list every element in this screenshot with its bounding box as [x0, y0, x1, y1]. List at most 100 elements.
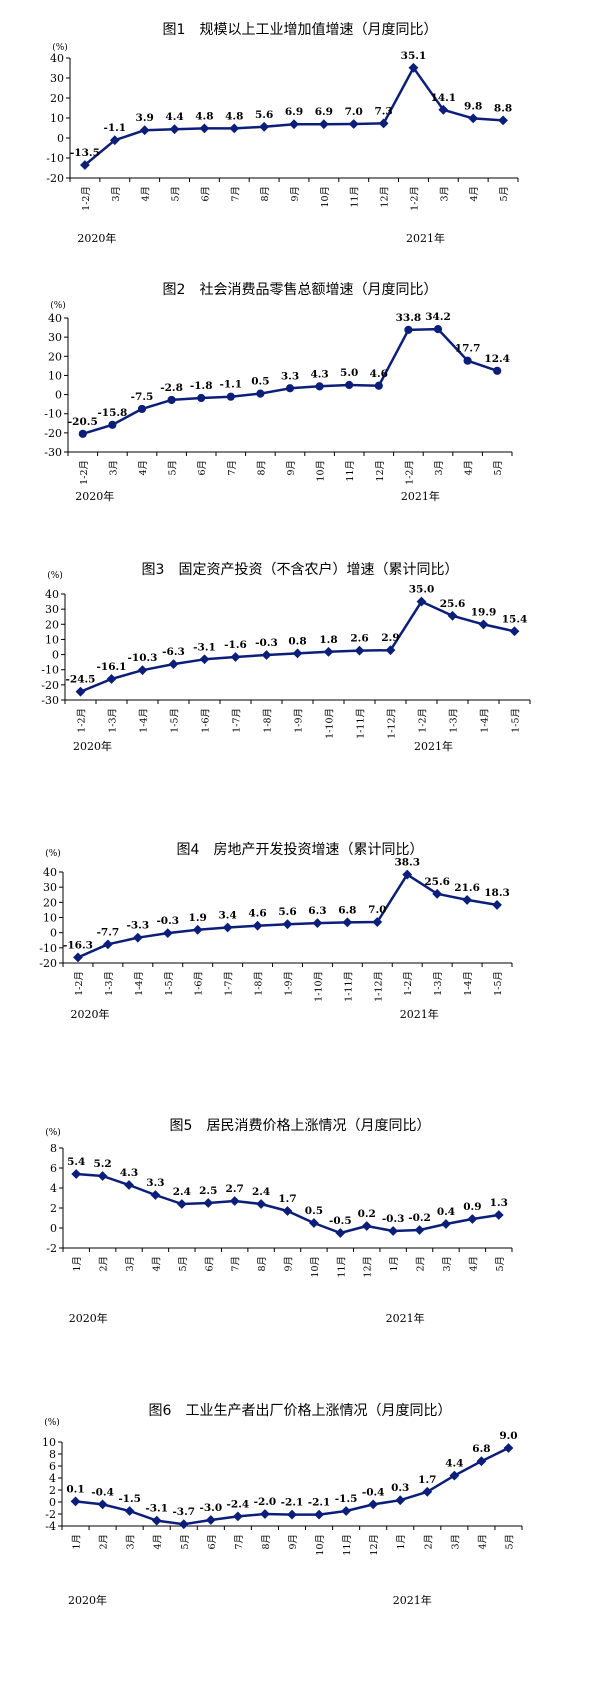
data-point [354, 645, 365, 656]
data-point [205, 1515, 216, 1525]
data-label: 3.9 [136, 112, 154, 124]
y-unit-label: (%) [50, 300, 66, 311]
data-point [176, 1199, 187, 1209]
y-tick-label: -4 [45, 1520, 56, 1533]
data-point [292, 648, 303, 659]
chart-title: 图3 固定资产投资（不含农户）增速（累计同比） [142, 561, 459, 578]
year-label: 2020年 [68, 1593, 107, 1607]
data-point [199, 654, 210, 665]
year-label: 2021年 [400, 1007, 439, 1021]
data-point [374, 381, 383, 390]
x-tick-label: 5月 [499, 186, 510, 202]
data-point [433, 325, 443, 334]
data-point [106, 674, 117, 684]
data-label: 5.0 [340, 367, 358, 379]
x-tick-label: 1月 [389, 1256, 400, 1272]
x-tick-label: 12月 [363, 1256, 374, 1278]
data-point [229, 123, 240, 134]
x-tick-label: 1-2月 [403, 971, 414, 996]
data-point [150, 1190, 161, 1200]
data-label: -7.7 [97, 926, 120, 938]
data-label: 6.8 [338, 904, 356, 916]
y-tick-label: 0 [49, 1496, 56, 1509]
data-point [109, 135, 120, 146]
year-label: 2020年 [77, 231, 116, 245]
data-label: 0.5 [305, 1205, 323, 1217]
data-label: -2.0 [254, 1496, 277, 1508]
y-tick-label: -2 [45, 1508, 56, 1521]
data-label: 15.4 [502, 613, 528, 625]
x-tick-label: 12月 [369, 1534, 380, 1556]
data-label: 0.9 [463, 1201, 481, 1213]
data-label: 3.3 [146, 1177, 164, 1189]
y-tick-label: 2 [50, 1202, 57, 1215]
x-tick-label: 6月 [207, 1534, 218, 1550]
data-point [197, 393, 206, 403]
data-point [447, 610, 458, 621]
data-label: 7.3 [374, 105, 392, 117]
data-label: 9.8 [464, 100, 482, 112]
x-tick-label: 5月 [168, 460, 179, 476]
data-point [203, 1198, 214, 1208]
data-point [449, 1470, 460, 1481]
data-point [493, 366, 502, 375]
x-tick-label: 5月 [171, 186, 182, 202]
x-tick-label: 1-2月 [404, 460, 415, 485]
data-point [78, 429, 87, 438]
y-tick-label: 30 [43, 881, 57, 894]
data-label: -6.3 [162, 646, 185, 658]
x-tick-label: 2月 [99, 1256, 110, 1272]
data-point [151, 1515, 162, 1526]
y-tick-label: -2 [46, 1242, 57, 1255]
data-point [422, 1486, 433, 1497]
y-unit-label: (%) [45, 848, 61, 859]
data-label: 17.7 [455, 343, 481, 355]
y-tick-label: 20 [50, 92, 64, 105]
y-tick-label: 40 [45, 588, 59, 601]
data-label: -3.1 [145, 1503, 168, 1515]
x-tick-label: 4月 [464, 460, 475, 476]
data-label: 5.2 [93, 1158, 111, 1170]
x-tick-label: 8月 [261, 1534, 272, 1550]
year-label: 2021年 [393, 1593, 432, 1607]
data-label: 0.5 [251, 376, 269, 388]
data-label: -3.7 [172, 1506, 195, 1518]
data-label: 2.4 [252, 1186, 270, 1198]
data-point [395, 1495, 406, 1506]
x-tick-label: 9月 [290, 186, 301, 202]
x-tick-label: 1-11月 [356, 708, 367, 739]
data-label: 12.4 [484, 353, 510, 365]
data-label: -0.4 [91, 1486, 114, 1498]
x-tick-label: 1-6月 [201, 708, 212, 733]
y-tick-label: 40 [48, 312, 62, 325]
chart-4: 图4 房地产开发投资增速（累计同比） (%) -20 -10 0 10 20 30 40 1-2月… [39, 842, 513, 1021]
y-tick-label: 30 [45, 603, 59, 616]
data-point [315, 382, 324, 391]
data-label: 4.4 [445, 1458, 463, 1470]
x-tick-label: 1-7月 [224, 971, 235, 996]
chart-3: 图3 固定资产投资（不含农户）增速（累计同比） (%) -30 -20 -10 0 10 20… [41, 561, 531, 753]
data-label: 1.7 [418, 1474, 436, 1486]
chart-5: 图5 居民消费价格上涨情况（月度同比） (%) -2 0 2 4 6 8 1月 2月 3月 4月 5月 6… [45, 1118, 513, 1325]
year-label: 2020年 [73, 739, 112, 753]
y-tick-label: 8 [50, 1142, 57, 1155]
x-tick-label: 1-8月 [254, 971, 265, 996]
x-tick-label: 8月 [256, 460, 267, 476]
x-tick-label: 3月 [442, 1256, 453, 1272]
data-point [71, 1169, 82, 1179]
x-tick-label: 1-11月 [343, 971, 354, 1002]
x-tick-label: 10月 [310, 1256, 321, 1278]
data-point [416, 596, 427, 607]
data-point [199, 123, 210, 134]
data-label: 3.4 [218, 910, 236, 922]
y-tick-label: -20 [46, 172, 64, 185]
x-tick-label: 11月 [336, 1256, 347, 1278]
x-tick-label: 3月 [108, 460, 119, 476]
y-unit-label: (%) [44, 1417, 60, 1428]
data-point [169, 124, 180, 135]
x-tick-label: 5月 [495, 1256, 506, 1272]
x-tick-label: 1-2月 [79, 460, 90, 485]
y-tick-label: 6 [50, 1162, 57, 1175]
data-label: -10.3 [128, 652, 158, 664]
data-point [388, 1226, 399, 1236]
